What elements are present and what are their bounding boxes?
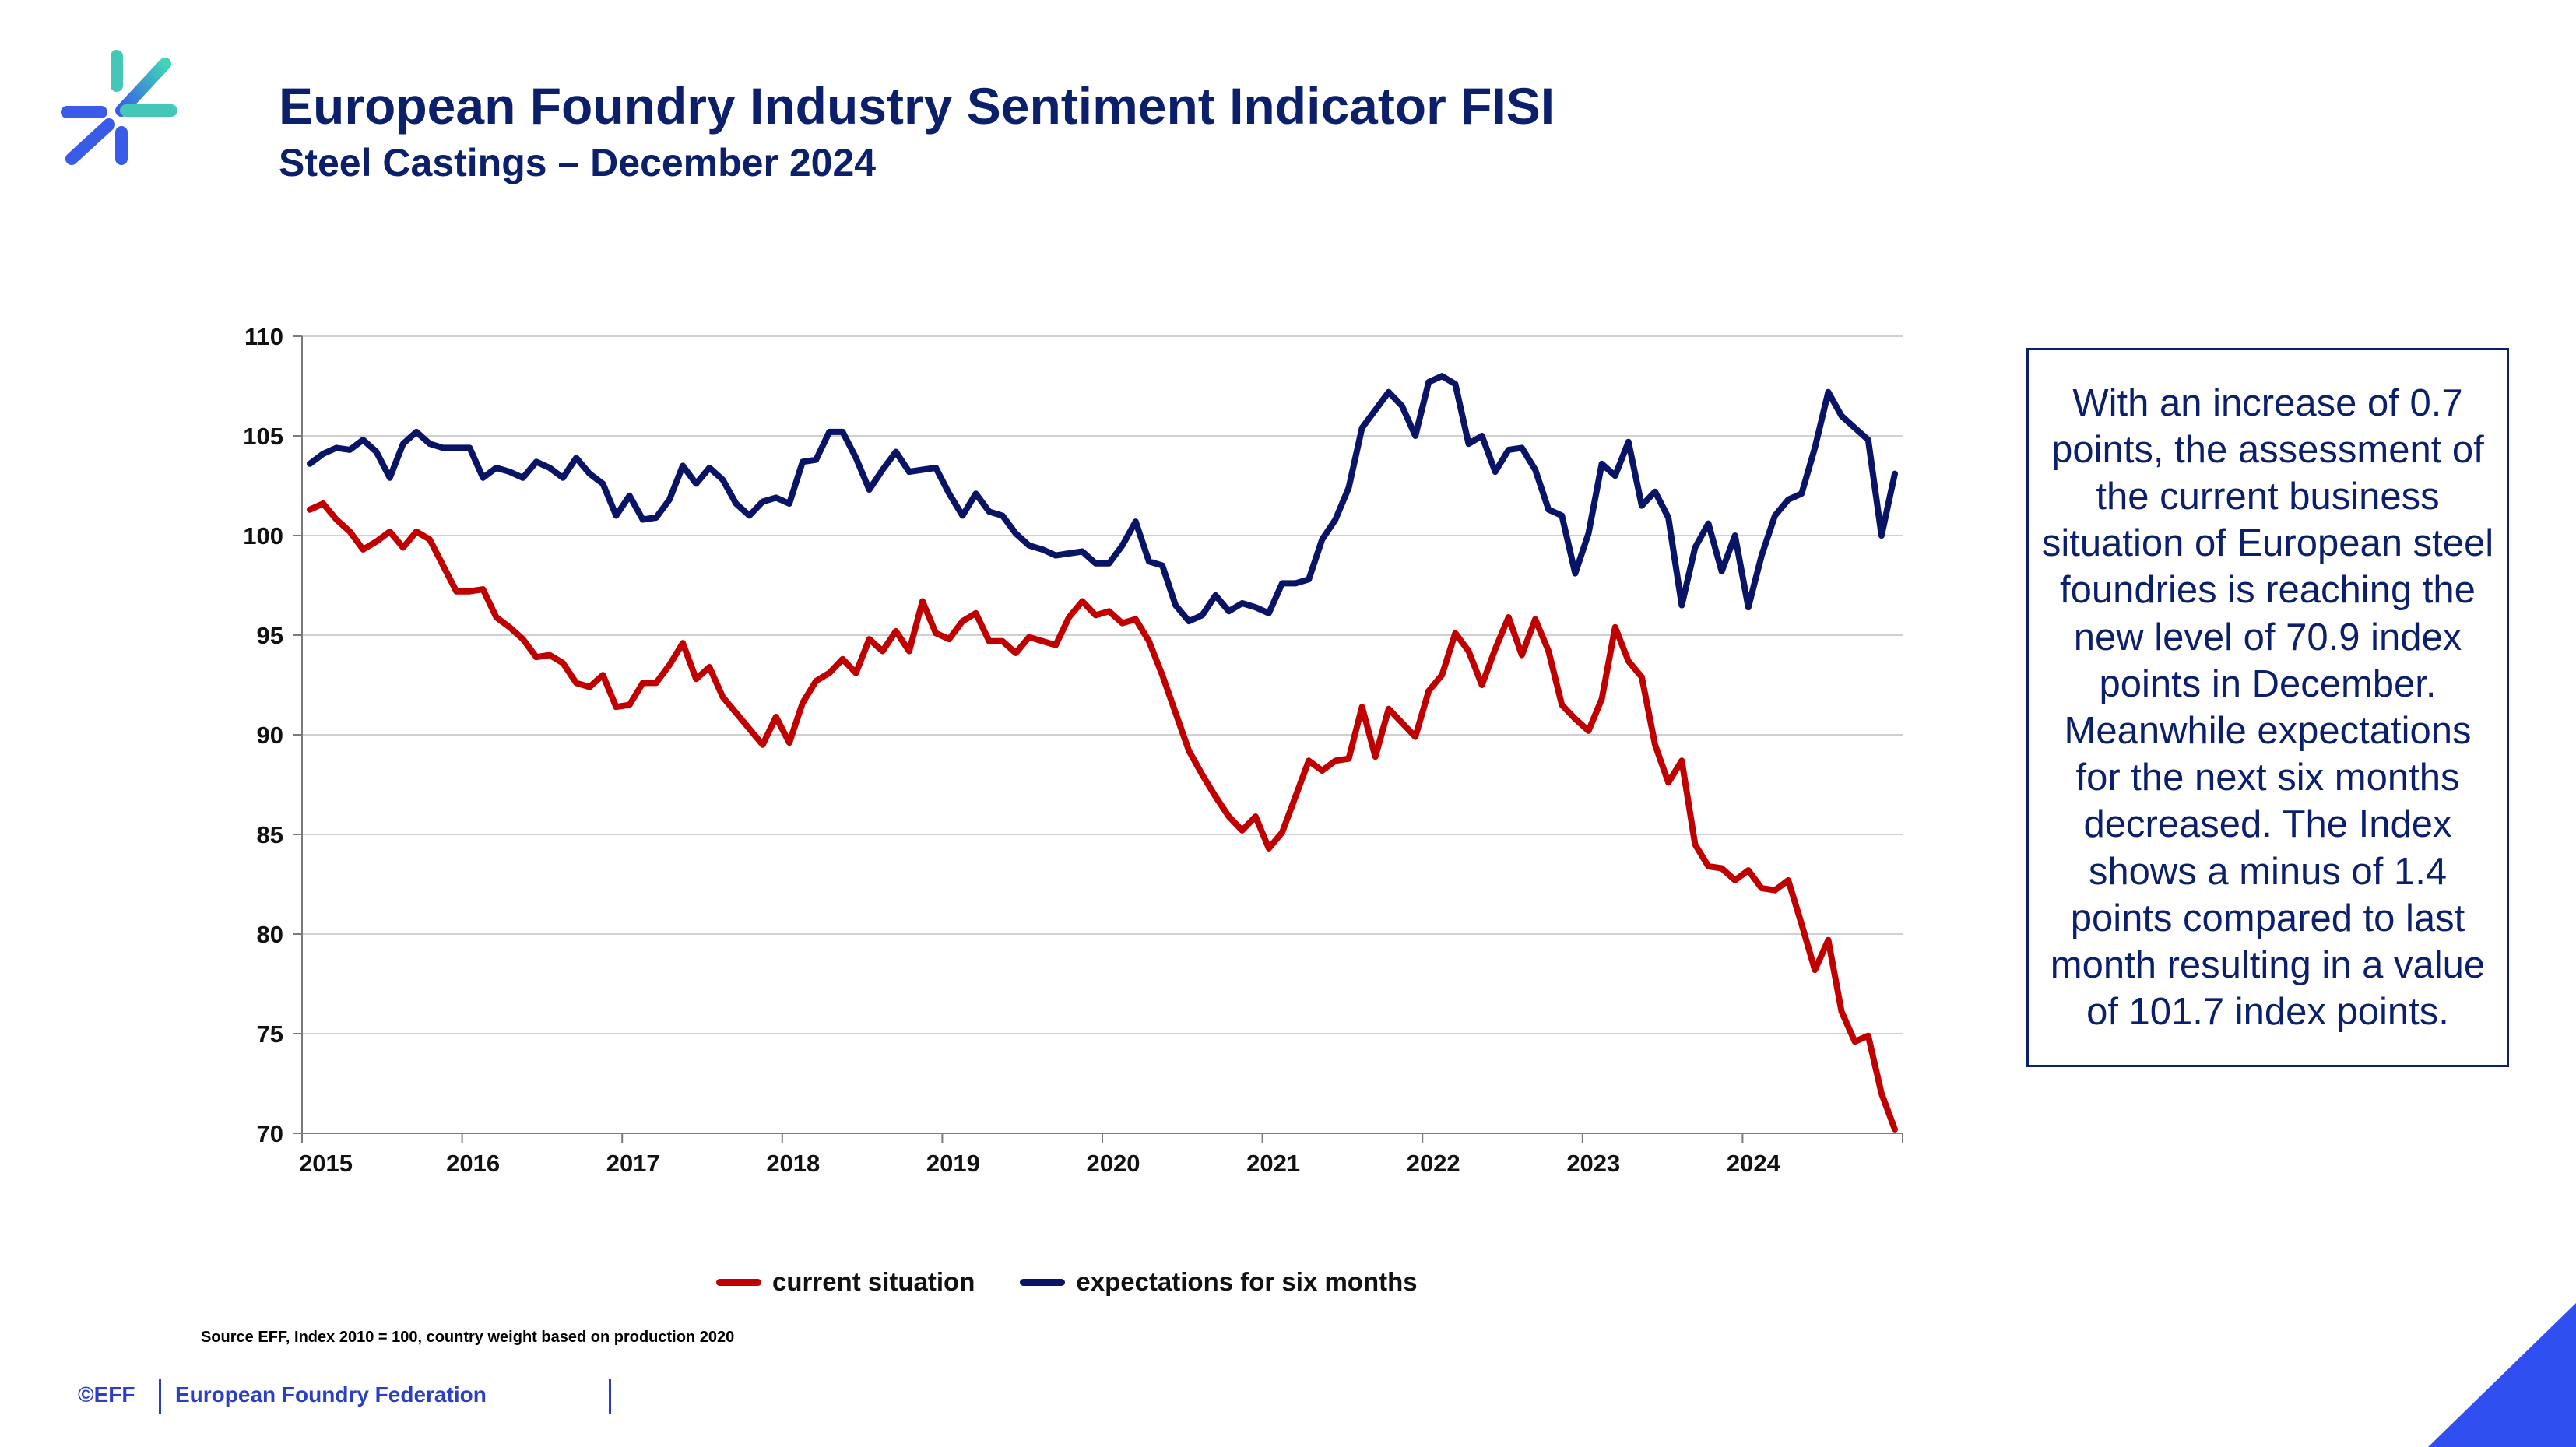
legend-label-current: current situation <box>772 1267 975 1296</box>
x-tick-label: 2019 <box>926 1150 980 1177</box>
series-line-expectations <box>307 373 1898 625</box>
y-tick-label: 90 <box>257 722 283 749</box>
y-axis-ticks: 70 75 80 85 90 95 100 105 110 <box>243 323 302 1147</box>
x-tick-label: 2021 <box>1246 1150 1300 1177</box>
x-tick-label: 2022 <box>1407 1150 1460 1177</box>
x-tick-label: 2024 <box>1727 1150 1781 1177</box>
page-subtitle: Steel Castings – December 2024 <box>279 141 877 184</box>
y-tick-label: 95 <box>257 622 283 649</box>
x-tick-label: 2015 <box>299 1150 353 1177</box>
x-tick-label: 2020 <box>1087 1150 1140 1177</box>
chart-legend: current situation expectations for six m… <box>716 1267 1463 1297</box>
y-tick-label: 70 <box>257 1120 283 1147</box>
source-note: Source EFF, Index 2010 = 100, country we… <box>201 1329 735 1346</box>
legend-swatch-expectations <box>1020 1278 1066 1286</box>
chart-gridlines <box>302 335 1903 1034</box>
legend-label-expectations: expectations for six months <box>1076 1267 1418 1296</box>
y-tick-label: 100 <box>243 522 283 550</box>
commentary-text: With an increase of 0.7 points, the asse… <box>2041 381 2494 1034</box>
chart-series <box>307 373 1898 1133</box>
x-tick-label: 2016 <box>446 1150 500 1177</box>
y-tick-label: 80 <box>257 921 283 948</box>
commentary-box: With an increase of 0.7 points, the asse… <box>2026 348 2509 1067</box>
y-tick-label: 85 <box>257 821 283 848</box>
footer-organization: European Foundry Federation <box>175 1382 487 1407</box>
x-tick-label: 2017 <box>606 1150 660 1177</box>
y-tick-label: 110 <box>244 323 283 350</box>
series-line-current-situation <box>307 500 1898 1133</box>
y-tick-label: 75 <box>257 1020 283 1048</box>
footer-divider-right <box>609 1379 611 1414</box>
y-tick-label: 105 <box>243 423 283 450</box>
legend-item-current: current situation <box>716 1267 975 1297</box>
corner-triangle-decoration <box>2428 1303 2576 1447</box>
x-tick-label: 2018 <box>766 1150 820 1177</box>
footer-divider <box>159 1379 161 1414</box>
x-axis-ticks: 2015 2016 2017 2018 2019 2020 2021 2022 2023 2024 <box>299 1133 1903 1177</box>
legend-item-expectations: expectations for six months <box>1020 1267 1418 1297</box>
legend-swatch-current <box>716 1278 761 1286</box>
page-title: European Foundry Industry Sentiment Indi… <box>279 77 1555 135</box>
footer-copyright: ©EFF <box>78 1382 135 1407</box>
x-tick-label: 2023 <box>1566 1150 1620 1177</box>
eff-logo-icon <box>61 50 177 165</box>
